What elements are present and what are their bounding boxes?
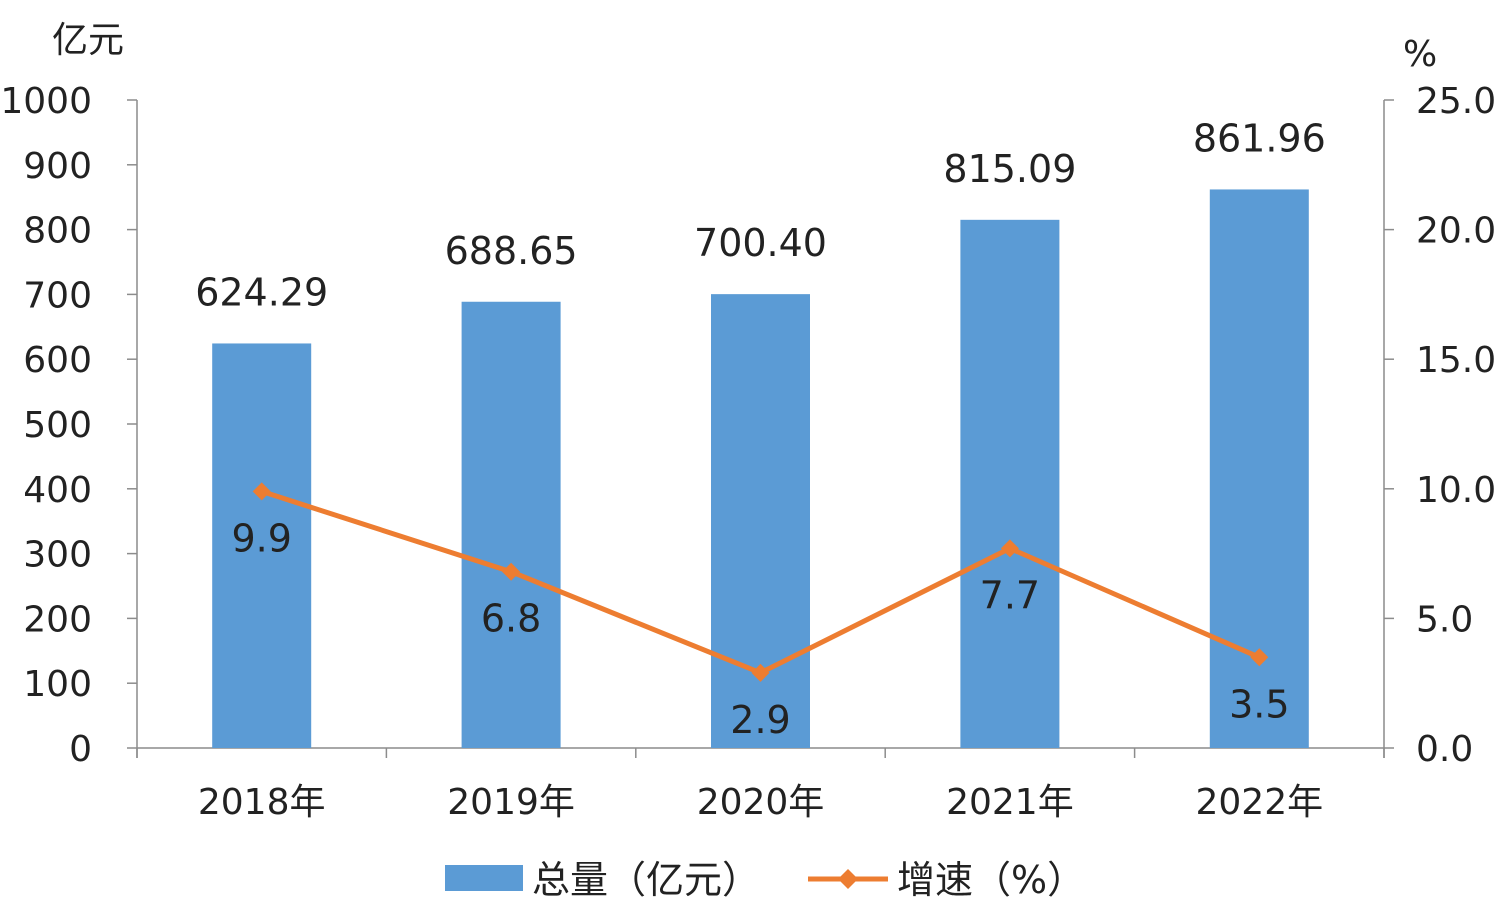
legend-label-line: 增速（%）: [897, 858, 1085, 902]
y-right-tick-label: 15.0: [1416, 340, 1496, 381]
y-right-tick-label: 0.0: [1416, 729, 1473, 770]
bar-value-label: 700.40: [694, 221, 827, 265]
y-right-tick-label: 10.0: [1416, 470, 1496, 511]
y-left-tick-label: 200: [23, 599, 92, 640]
line-marker: [252, 482, 271, 501]
line-value-label: 7.7: [980, 573, 1040, 617]
x-tick-label: 2022年: [1195, 782, 1323, 823]
x-tick-label: 2019年: [447, 782, 575, 823]
y-left-tick-label: 700: [23, 275, 92, 316]
line-marker: [502, 562, 521, 581]
y-left-tick-label: 100: [23, 664, 92, 705]
y-right-tick-label: 25.0: [1416, 81, 1496, 122]
bar: [461, 301, 561, 748]
y-left-tick-label: 300: [23, 535, 92, 576]
x-tick-label: 2018年: [198, 782, 326, 823]
axes: 0 100 200 300 400 500 600 700 800 900 1000 0.0 5.0 10…: [0, 81, 1496, 823]
y-left-tick-label: 400: [23, 470, 92, 511]
line-value-label: 9.9: [231, 516, 291, 560]
legend-swatch-marker: [838, 869, 858, 889]
data-labels: 624.29 688.65 700.40 815.09 861.96 9.9 6.8 2.9 7…: [195, 116, 1326, 741]
y-left-tick-label: 0: [69, 729, 92, 770]
line-value-label: 2.9: [730, 698, 790, 742]
y-left-tick-label: 1000: [0, 81, 92, 122]
y-left-tick-label: 800: [23, 211, 92, 252]
legend-swatch-bar: [445, 865, 523, 891]
legend-label-bar: 总量（亿元）: [532, 858, 760, 902]
y-right-tick-label: 20.0: [1416, 211, 1496, 252]
line-value-label: 6.8: [481, 597, 541, 641]
y-left-tick-label: 900: [23, 146, 92, 187]
y-right-unit: %: [1403, 34, 1437, 75]
x-tick-label: 2021年: [946, 782, 1074, 823]
line-marker: [1250, 648, 1269, 667]
bar: [212, 343, 312, 748]
y-left-tick-label: 600: [23, 340, 92, 381]
line-series: [252, 482, 1269, 682]
bar-value-label: 861.96: [1193, 116, 1326, 160]
bar: [960, 219, 1060, 749]
y-right-tick-label: 5.0: [1416, 599, 1473, 640]
line-marker: [1000, 539, 1019, 558]
legend: 总量（亿元） 增速（%）: [445, 858, 1085, 902]
bar-value-label: 624.29: [195, 270, 328, 314]
y-left-tick-label: 500: [23, 405, 92, 446]
line-marker: [751, 663, 770, 682]
line-value-label: 3.5: [1229, 682, 1289, 726]
bar-value-label: 815.09: [943, 147, 1076, 191]
y-left-unit: 亿元: [52, 20, 124, 61]
bar-value-label: 688.65: [445, 229, 578, 273]
x-tick-label: 2020年: [697, 782, 825, 823]
